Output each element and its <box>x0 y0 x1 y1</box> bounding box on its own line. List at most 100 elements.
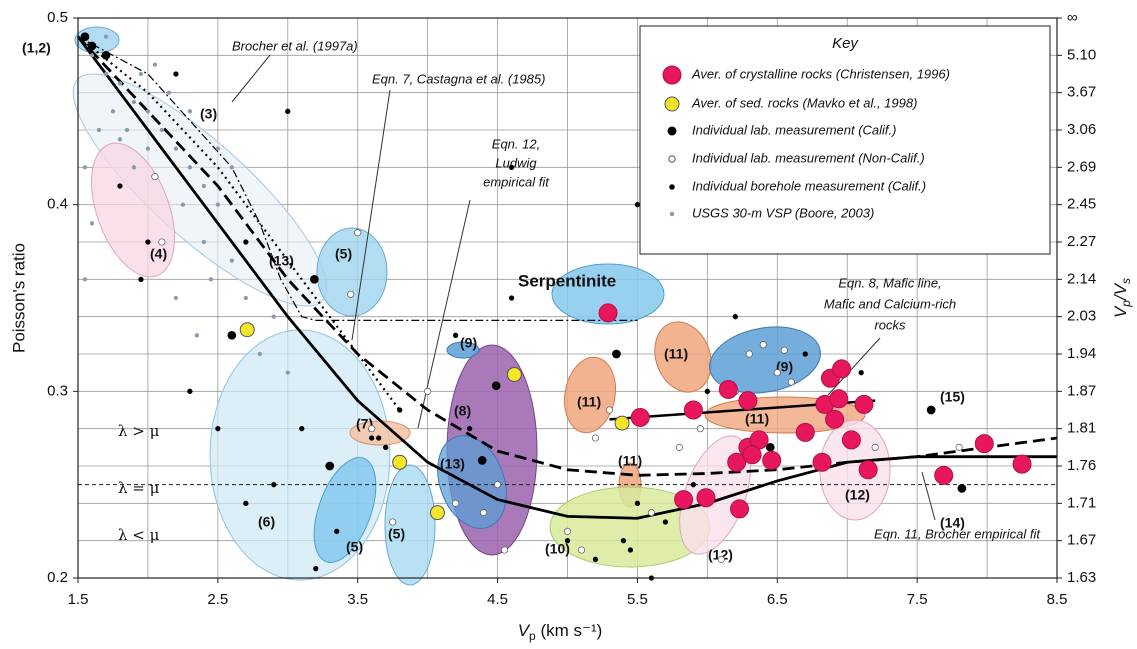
point <box>310 274 319 284</box>
region-label: (9) <box>460 335 477 351</box>
point <box>299 426 305 432</box>
point <box>727 452 747 472</box>
point <box>215 146 221 151</box>
legend: Key Aver. of crystalline rocks (Christen… <box>639 25 1051 255</box>
x-tick-label: 1.5 <box>68 591 89 608</box>
region-label: (6) <box>258 514 275 530</box>
y2-label-part: /V <box>1111 282 1130 301</box>
point <box>145 239 151 245</box>
region-label: (3) <box>200 106 217 122</box>
annotation: Eqn. 11, Brocher empirical fit <box>874 526 1041 541</box>
y2-tick-label: ∞ <box>1067 9 1078 26</box>
point <box>208 277 214 282</box>
point <box>257 351 262 357</box>
point <box>506 367 522 383</box>
point <box>858 370 864 376</box>
x-tick-label: 3.5 <box>347 591 368 608</box>
y2-tick-label: 2.27 <box>1067 233 1096 250</box>
region <box>446 341 480 359</box>
y2-label-part: p <box>1119 300 1133 308</box>
region-label: (10) <box>545 541 570 557</box>
point <box>96 127 102 133</box>
legend-label: Individual lab. measurement (Calif.) <box>692 122 896 137</box>
legend-label: Aver. of sed. rocks (Mavko et al., 1998) <box>691 95 917 110</box>
point <box>243 295 248 301</box>
point <box>110 109 116 114</box>
point <box>787 378 795 386</box>
point <box>82 277 88 282</box>
point <box>795 422 815 442</box>
point <box>858 460 878 480</box>
y-tick-label: 0.3 <box>47 382 68 399</box>
legend-marker <box>668 155 676 163</box>
region-label: (12) <box>845 487 870 503</box>
point <box>662 519 669 525</box>
point <box>508 164 515 170</box>
y-tick-label: 0.5 <box>47 9 68 26</box>
plot-frame <box>77 17 1058 579</box>
region <box>654 321 712 393</box>
point <box>564 538 571 544</box>
point <box>131 165 137 170</box>
region-label: (13) <box>440 456 465 472</box>
point <box>591 434 600 442</box>
point <box>491 381 501 391</box>
point <box>452 332 459 338</box>
annotation: Brocher et al. (1997a) <box>232 38 358 53</box>
point <box>243 239 249 245</box>
point <box>166 90 172 95</box>
point <box>466 426 473 432</box>
region-label: (11) <box>745 411 769 427</box>
point <box>704 388 711 394</box>
annotation: Serpentinite <box>518 271 616 290</box>
point <box>955 443 963 451</box>
curve <box>76 35 1058 477</box>
point <box>696 425 704 433</box>
region <box>709 326 821 394</box>
point <box>347 290 355 298</box>
point <box>934 465 954 485</box>
point <box>131 99 137 105</box>
point <box>675 443 683 451</box>
legend-marker <box>669 184 675 190</box>
y2-label-part: s <box>1119 278 1133 284</box>
region-label: (4) <box>150 246 167 262</box>
point <box>429 505 445 521</box>
point <box>325 461 335 471</box>
point <box>452 499 460 507</box>
point <box>477 456 487 465</box>
x-tick-label: 8.5 <box>1047 591 1068 608</box>
point <box>215 202 221 207</box>
leader <box>351 89 391 341</box>
region-label: (5) <box>346 539 363 555</box>
legend-title: Key <box>832 35 859 52</box>
point <box>243 500 249 506</box>
point <box>227 330 237 340</box>
point <box>138 276 144 282</box>
point <box>825 409 845 429</box>
point <box>201 239 207 245</box>
point <box>871 443 879 451</box>
lambda-label: λ > μ <box>118 422 160 440</box>
region <box>316 227 388 317</box>
region-label: (11) <box>577 394 601 410</box>
point <box>718 379 738 399</box>
point <box>229 258 234 263</box>
point <box>158 238 166 246</box>
point <box>765 442 775 452</box>
region-label: (8) <box>454 403 471 419</box>
region-label: (9) <box>776 359 793 375</box>
point <box>159 127 165 133</box>
y2-tick-label: 2.45 <box>1067 196 1096 213</box>
region <box>551 263 665 325</box>
point <box>598 303 618 323</box>
x-axis-label: Vp (km s⁻¹) <box>518 621 603 643</box>
point <box>926 405 936 415</box>
y2-tick-label: 1.81 <box>1067 420 1096 437</box>
point <box>829 389 849 409</box>
point <box>674 490 694 510</box>
point <box>368 425 376 433</box>
point <box>732 314 738 320</box>
point <box>201 183 207 189</box>
